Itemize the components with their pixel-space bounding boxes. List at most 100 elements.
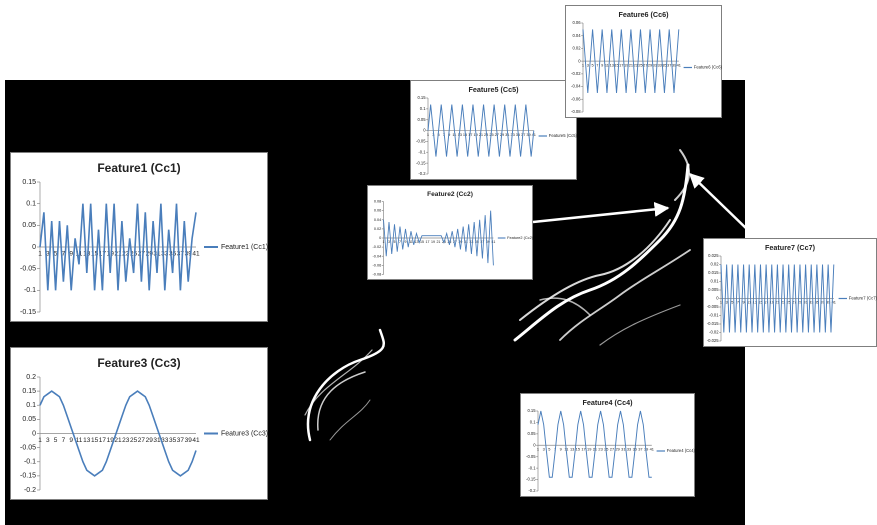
x-tick-label: 23: [598, 447, 602, 452]
y-tick-label: -0.15: [526, 477, 536, 482]
y-tick-label: 0.005: [708, 287, 719, 292]
y-tick-label: -0.04: [373, 254, 383, 258]
x-tick-label: 5: [548, 447, 550, 452]
y-tick-label: 0.15: [22, 388, 36, 395]
chart-panel: Feature2 (Cc2)0.080.060.040.020-0.02-0.0…: [368, 186, 534, 280]
y-tick-label: -0.05: [20, 444, 36, 451]
x-tick-label: 15: [576, 447, 580, 452]
x-tick-label: 17: [619, 62, 623, 67]
y-tick-label: -0.15: [416, 160, 426, 165]
panel-background: [411, 81, 577, 180]
legend-label: Feature4 (Cc4): [667, 448, 696, 453]
x-tick-label: 11: [605, 62, 609, 67]
chart-panel: Feature6 (Cc6)0.060.040.020-0.02-0.04-0.…: [566, 6, 723, 118]
y-tick-label: 0.1: [420, 106, 426, 111]
y-tick-label: 0.05: [527, 431, 536, 436]
x-tick-label: 9: [404, 240, 406, 244]
y-tick-label: -0.015: [707, 321, 720, 326]
x-tick-label: 13: [610, 62, 614, 67]
y-tick-label: 0.04: [572, 33, 581, 38]
y-tick-label: 0.15: [417, 95, 426, 100]
chart-panel: Feature7 (Cc7)0.0250.020.0150.010.0050-0…: [704, 239, 877, 347]
x-tick-label: 27: [138, 251, 146, 258]
panel-background: [11, 348, 268, 500]
x-tick-label: 17: [581, 447, 585, 452]
x-tick-label: 7: [596, 62, 598, 67]
chart-panel: Feature1 (Cc1)0.150.10.050-0.05-0.1-0.15…: [11, 153, 269, 322]
x-tick-label: 29: [648, 62, 652, 67]
x-tick-label: 5: [731, 300, 733, 305]
y-tick-label: -0.02: [373, 245, 382, 249]
x-tick-label: 27: [138, 437, 146, 444]
y-tick-label: 0.1: [26, 402, 36, 409]
y-tick-label: -0.05: [20, 266, 36, 273]
x-tick-label: 3: [388, 240, 390, 244]
x-tick-label: 15: [91, 437, 99, 444]
y-tick-label: 0.15: [22, 179, 36, 186]
x-tick-label: 9: [69, 437, 73, 444]
x-tick-label: 9: [601, 62, 603, 67]
y-tick-label: -0.15: [20, 309, 36, 316]
chart-title: Feature3 (Cc3): [97, 356, 180, 370]
y-tick-label: 0: [379, 236, 381, 240]
x-tick-label: 1: [38, 437, 42, 444]
y-tick-label: -0.01: [709, 313, 719, 318]
x-tick-label: 21: [629, 62, 633, 67]
y-tick-label: 0.025: [708, 253, 719, 258]
y-tick-label: -0.02: [571, 71, 581, 76]
chart-title: Feature2 (Cc2): [427, 191, 473, 198]
y-tick-label: -0.005: [707, 304, 720, 309]
x-tick-label: 3: [726, 300, 728, 305]
y-tick-label: 0.02: [572, 46, 581, 51]
x-tick-label: 41: [650, 447, 654, 452]
x-tick-label: 33: [627, 447, 631, 452]
y-tick-label: 0.1: [26, 201, 36, 208]
y-tick-label: 0.015: [708, 270, 719, 275]
x-tick-label: 27: [610, 447, 614, 452]
x-tick-label: 21: [114, 437, 122, 444]
screenshot: Feature1 (Cc1)0.150.10.050-0.05-0.1-0.15…: [0, 0, 877, 525]
x-tick-label: 13: [83, 437, 91, 444]
x-tick-label: 7: [399, 240, 401, 244]
x-tick-label: 39: [185, 437, 193, 444]
x-tick-label: 19: [587, 447, 591, 452]
x-tick-label: 37: [667, 62, 671, 67]
x-tick-label: 1: [537, 447, 539, 452]
legend-label: Feature6 (Cc6): [694, 65, 723, 70]
x-tick-label: 1: [383, 240, 385, 244]
chart-title: Feature1 (Cc1): [97, 161, 180, 175]
y-tick-label: 0.08: [374, 200, 381, 204]
x-tick-label: 1: [582, 62, 584, 67]
y-tick-label: -0.2: [24, 487, 36, 494]
x-tick-label: 5: [393, 240, 395, 244]
y-tick-label: -0.06: [373, 263, 382, 267]
x-tick-label: 15: [420, 240, 424, 244]
y-tick-label: -0.2: [528, 488, 536, 493]
chart-title: Feature4 (Cc4): [583, 398, 634, 407]
x-tick-label: 1: [720, 300, 722, 305]
x-tick-label: 31: [621, 447, 625, 452]
x-tick-label: 19: [431, 240, 435, 244]
y-tick-label: 0.01: [710, 279, 719, 284]
x-tick-label: 1: [38, 251, 42, 258]
y-tick-label: 0.05: [22, 416, 36, 423]
y-tick-label: -0.08: [571, 109, 581, 114]
legend-label: Feature3 (Cc3): [221, 430, 268, 437]
x-tick-label: 5: [54, 437, 58, 444]
x-tick-label: 29: [615, 447, 619, 452]
y-tick-label: 0.2: [26, 374, 36, 381]
x-tick-label: 25: [130, 437, 138, 444]
legend-label: Feature5 (Cc5): [549, 133, 578, 138]
x-tick-label: 33: [657, 62, 661, 67]
x-tick-label: 9: [742, 300, 744, 305]
x-tick-label: 3: [543, 447, 545, 452]
x-tick-label: 41: [677, 62, 681, 67]
y-tick-label: -0.08: [373, 273, 382, 277]
legend-label: Feature1 (Cc1): [221, 244, 268, 251]
legend-label: Feature7 (Cc7): [849, 296, 877, 301]
x-tick-label: 9: [69, 251, 73, 258]
y-tick-label: 0: [32, 244, 36, 251]
y-tick-label: 0.05: [417, 117, 426, 122]
y-tick-label: -0.02: [709, 330, 719, 335]
x-tick-label: 29: [146, 437, 154, 444]
